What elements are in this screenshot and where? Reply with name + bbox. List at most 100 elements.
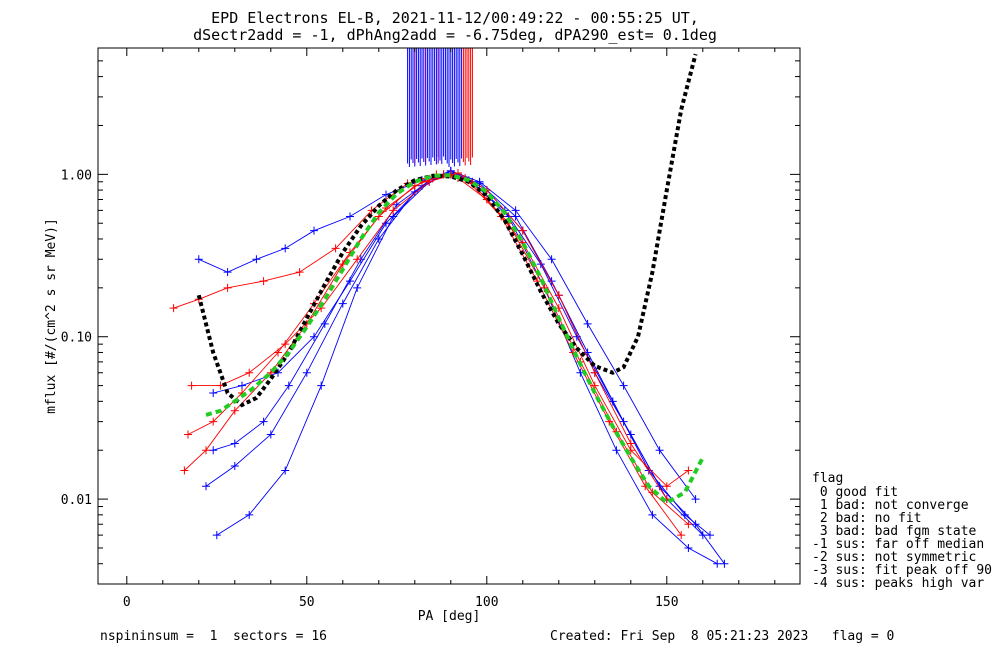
data-point-marker — [353, 283, 362, 292]
legend-item: 3 bad: bad fgm state — [812, 524, 977, 539]
data-point-marker — [209, 446, 218, 455]
data-point-marker — [274, 348, 282, 357]
data-point-marker — [223, 283, 232, 292]
data-point-marker — [346, 212, 354, 221]
data-point-marker — [281, 466, 290, 475]
legend-title: flag — [812, 471, 843, 486]
plot-data-layer — [169, 48, 729, 568]
data-point-marker — [655, 482, 664, 491]
series-line — [191, 172, 668, 500]
legend-item: 0 good fit — [812, 485, 898, 500]
data-point-marker — [583, 348, 592, 357]
x-tick-label: 50 — [299, 595, 315, 610]
data-point-marker — [230, 461, 239, 470]
data-point-marker — [338, 299, 347, 308]
data-point-marker — [281, 244, 290, 253]
data-point-marker — [245, 368, 254, 377]
data-point-marker — [518, 226, 527, 235]
data-point-marker — [310, 226, 318, 235]
data-point-marker — [684, 466, 693, 475]
data-point-marker — [238, 381, 246, 390]
data-point-marker — [720, 559, 729, 568]
data-point-marker — [619, 417, 628, 426]
data-point-marker — [281, 340, 290, 349]
data-point-marker — [353, 255, 362, 264]
data-point-marker — [677, 531, 686, 540]
y-tick-label: 0.10 — [61, 331, 92, 346]
data-point-marker — [295, 268, 304, 277]
data-point-marker — [612, 446, 621, 455]
data-point-marker — [194, 255, 203, 264]
data-point-marker — [169, 304, 178, 313]
data-point-marker — [223, 268, 232, 277]
data-point-marker — [230, 439, 239, 448]
data-point-marker — [202, 482, 210, 491]
data-point-marker — [547, 255, 556, 264]
data-point-marker — [684, 520, 693, 529]
y-axis-label: mflux [#/(cm^2 s sr MeV)] — [44, 218, 59, 414]
median-fit-curve — [196, 53, 698, 408]
plot-frame — [97, 47, 801, 585]
data-point-marker — [662, 482, 671, 491]
data-point-marker — [284, 381, 293, 390]
data-point-marker — [684, 543, 693, 552]
data-point-marker — [346, 277, 354, 286]
data-point-marker — [626, 439, 635, 448]
legend-item: -2 sus: not symmetric — [812, 550, 976, 565]
data-point-marker — [202, 446, 210, 455]
x-tick-label: 100 — [475, 595, 498, 610]
data-point-marker — [655, 446, 664, 455]
chart-title-line2: dSectr2add = -1, dPhAng2add = -6.75deg, … — [193, 26, 717, 44]
series-line — [184, 173, 682, 536]
data-point-marker — [259, 277, 268, 286]
data-point-marker — [389, 206, 398, 215]
data-point-marker — [180, 466, 189, 475]
data-point-marker — [691, 520, 700, 529]
symmetric-fit-curve — [205, 173, 705, 506]
data-point-marker — [425, 177, 434, 186]
data-point-marker — [252, 255, 261, 264]
y-tick-label: 1.00 — [61, 168, 92, 183]
chart-title-line1: EPD Electrons EL-B, 2021-11-12/00:49:22 … — [211, 9, 699, 27]
data-point-marker — [259, 417, 268, 426]
x-tick-label: 0 — [123, 595, 131, 610]
legend-item: -4 sus: peaks high var — [812, 576, 984, 591]
data-point-marker — [713, 559, 722, 568]
data-point-marker — [691, 495, 700, 504]
axis-layer: 0 50 100 150 0.01 0.10 1.00 — [61, 47, 800, 610]
data-point-marker — [554, 291, 563, 300]
data-point-marker — [648, 510, 657, 519]
data-point-marker — [619, 381, 628, 390]
legend-item: 1 bad: not converge — [812, 498, 969, 513]
data-point-marker — [698, 531, 707, 540]
data-point-marker — [184, 430, 192, 439]
x-axis-label: PA [deg] — [418, 609, 481, 624]
data-point-marker — [302, 368, 311, 377]
series-line — [216, 172, 718, 565]
data-point-marker — [209, 417, 218, 426]
series-line — [213, 170, 696, 500]
legend-item: -1 sus: far off median — [812, 537, 984, 552]
footer-left: nspininsum = 1 sectors = 16 — [100, 629, 327, 644]
data-point-marker — [706, 531, 714, 540]
data-point-marker — [245, 510, 254, 519]
data-point-marker — [583, 319, 592, 328]
data-point-marker — [230, 406, 239, 415]
data-point-marker — [317, 381, 326, 390]
data-point-marker — [547, 277, 556, 286]
data-point-marker — [475, 177, 484, 186]
data-point-marker — [590, 368, 599, 377]
data-point-marker — [209, 389, 218, 398]
footer-right: Created: Fri Sep 8 05:21:23 2023 flag = … — [550, 629, 894, 644]
legend-item: 2 bad: no fit — [812, 511, 922, 526]
data-point-marker — [266, 430, 275, 439]
data-point-marker — [511, 206, 520, 215]
data-point-marker — [310, 332, 318, 341]
series-line — [187, 173, 689, 525]
legend-item: -3 sus: fit peak off 90 — [812, 563, 992, 578]
data-point-marker — [212, 531, 221, 540]
y-tick-label: 0.01 — [61, 493, 92, 508]
data-point-marker — [187, 381, 196, 390]
flag-legend: flag 0 good fit 1 bad: not converge 2 ba… — [812, 471, 992, 591]
